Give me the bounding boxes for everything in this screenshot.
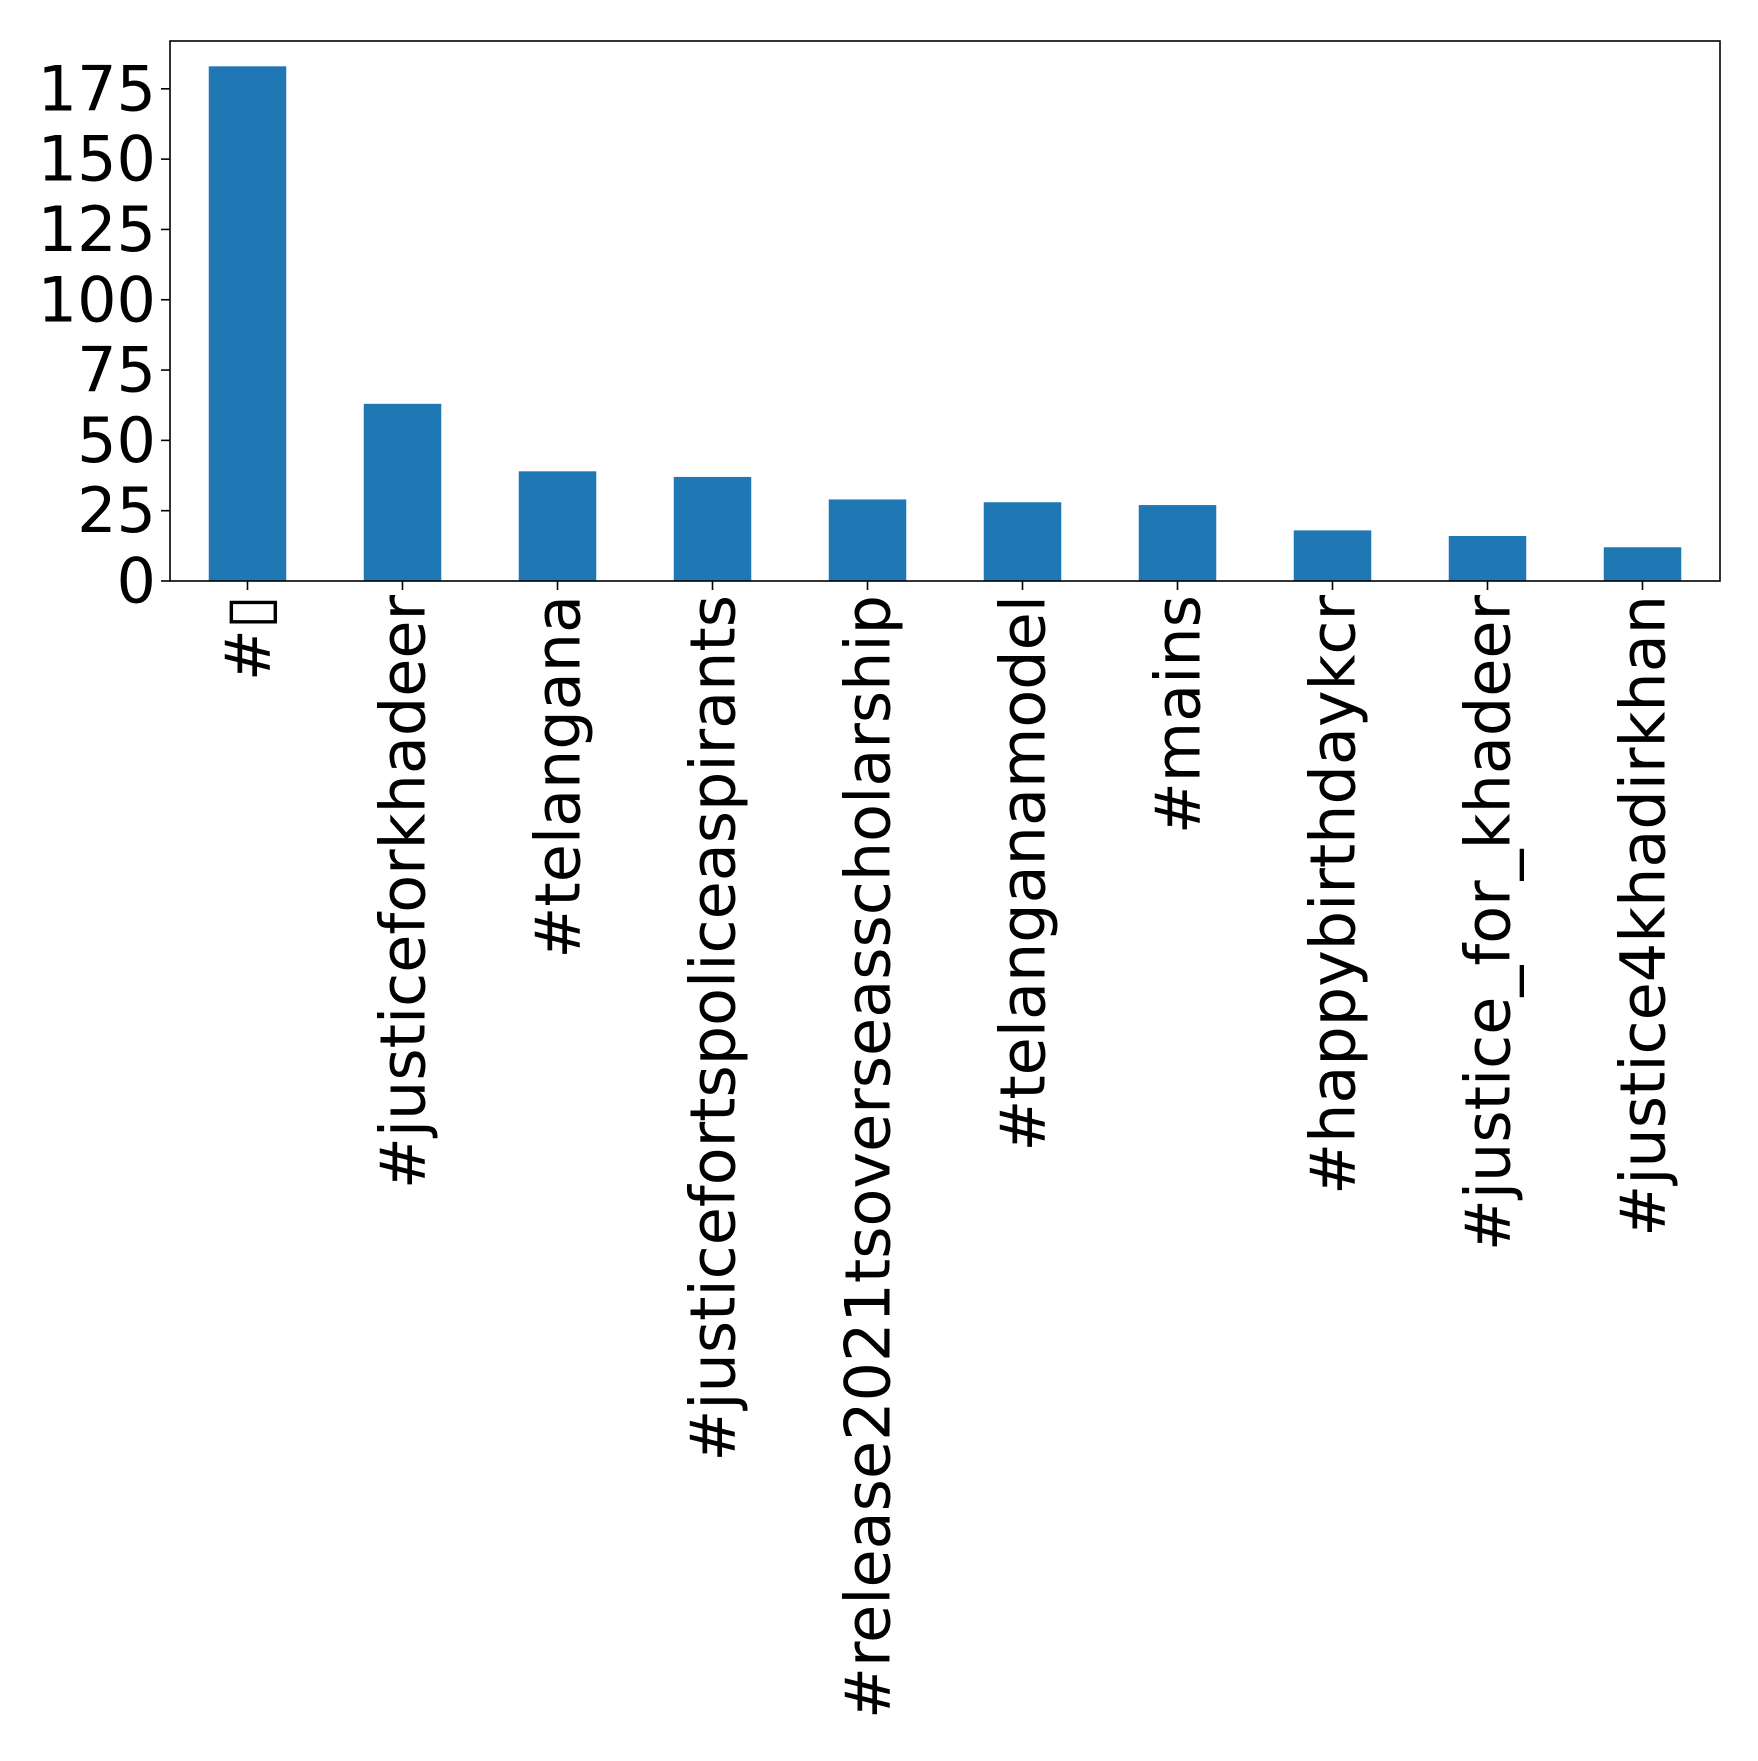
y-tick-label: 0 [117,545,156,618]
x-tick-label: #justice4khadirkhan [1607,595,1680,1237]
y-tick-label: 125 [38,193,156,266]
bar [828,499,907,581]
bars-group [208,66,1682,581]
x-tick-label: #justice_for_khadeer [1452,594,1525,1251]
bar [208,66,287,581]
x-tick-label: #happybirthdaykcr [1297,594,1370,1194]
x-tick-label-group: #justiceforkhadeer [367,594,440,1189]
bar [1448,536,1527,581]
bar [1138,505,1217,581]
x-tick-label: #justiceforkhadeer [367,594,440,1189]
x-tick-label-group: #telanganamodel [987,595,1060,1152]
x-tick-label: #mains [1142,595,1215,834]
x-tick-label-group: #telangana [522,595,595,959]
bar [1293,530,1372,581]
x-tick-label-group: #happybirthdaykcr [1297,594,1370,1194]
x-tick-label: #telanganamodel [987,595,1060,1152]
bar [1603,547,1682,581]
bar [518,471,597,581]
x-tick-label-group: #release2021tsoverseasscholarship [832,595,905,1719]
x-tick-label: #release2021tsoverseasscholarship [832,595,905,1719]
x-tick-label-group: #justicefortspoliceaspirants [677,595,750,1462]
x-axis: #▯ #justiceforkhadeer #telangana #justicefo… [212,581,1680,1719]
bar [673,476,752,581]
x-tick-label-group: #mains [1142,595,1215,834]
y-tick-label: 150 [38,123,156,196]
x-tick-label-group: #justice4khadirkhan [1607,595,1680,1237]
y-tick-label: 50 [77,404,156,477]
bar [363,403,442,581]
x-tick-label: #▯ [212,595,285,681]
x-tick-label: #telangana [522,595,595,959]
x-tick-label-group: #▯ [212,595,285,681]
y-tick-label: 25 [77,474,156,547]
y-tick-label: 175 [38,52,156,125]
bar [983,502,1062,581]
plot-frame [169,40,1721,582]
y-tick-label: 100 [38,263,156,336]
x-tick-label-group: #justice_for_khadeer [1452,594,1525,1251]
y-tick-label: 75 [77,334,156,407]
x-tick-label: #justicefortspoliceaspirants [677,595,750,1462]
